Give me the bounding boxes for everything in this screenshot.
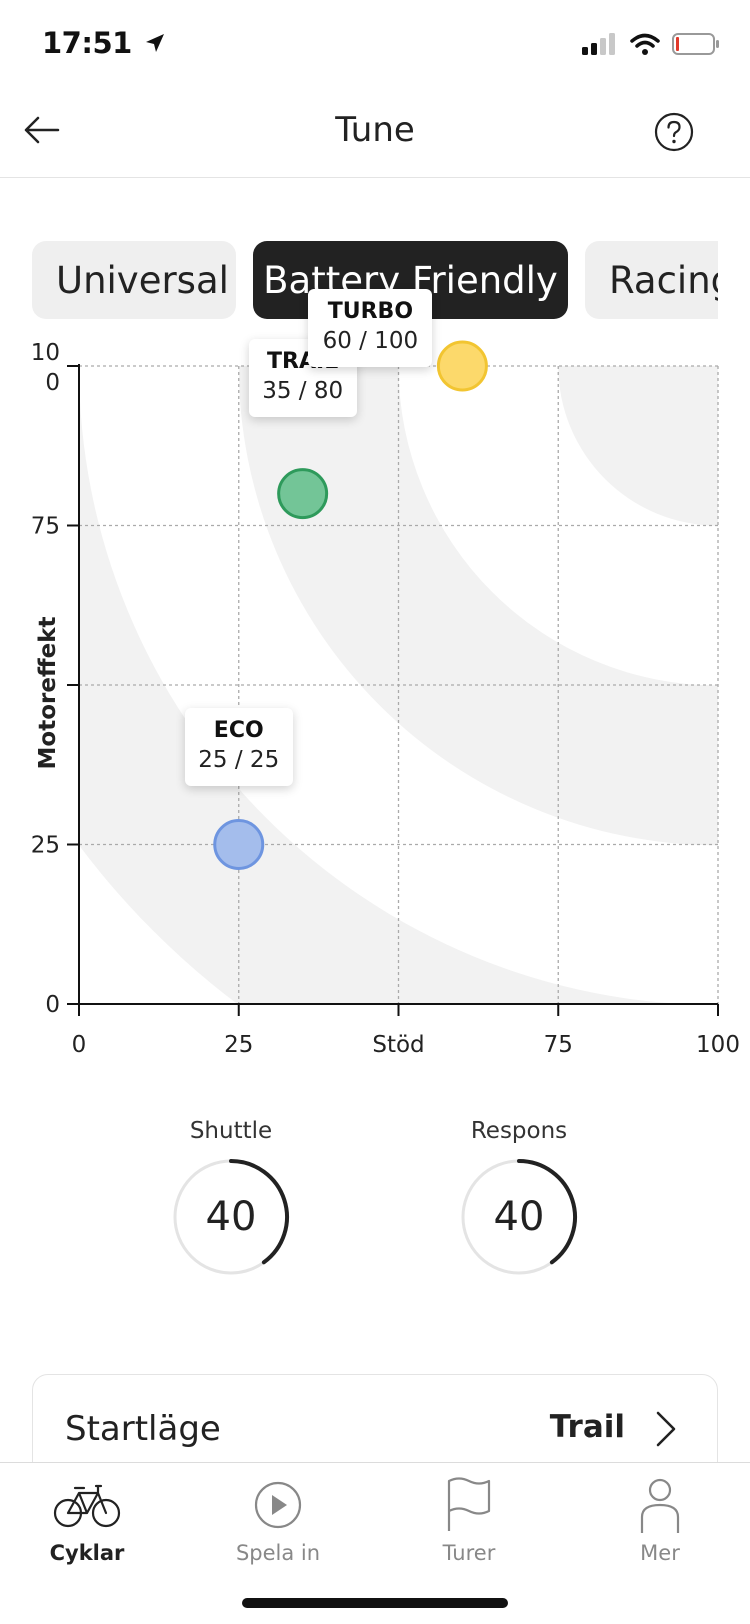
person-icon bbox=[640, 1478, 680, 1533]
tooltip-eco: ECO 25 / 25 bbox=[184, 707, 293, 786]
help-icon[interactable] bbox=[654, 112, 694, 152]
battery-icon bbox=[672, 33, 719, 55]
status-time-text: 17:51 bbox=[42, 26, 132, 60]
tune-chart: 0 25 75 100 Stöd 0 25 75 10 0 Motoreffekt ECO 25 / … bbox=[0, 289, 750, 1070]
tabbar-label-mer: Mer bbox=[640, 1541, 680, 1565]
y-tick-label: 25 bbox=[31, 833, 60, 859]
point-trail bbox=[277, 468, 329, 520]
bike-icon bbox=[53, 1484, 121, 1528]
chart-band-0 bbox=[238, 366, 718, 846]
shuttle-dial-svg bbox=[173, 1159, 289, 1275]
nav-header: Tune bbox=[0, 90, 750, 178]
y-tick-label: 75 bbox=[31, 514, 60, 540]
respons-dial-arc bbox=[517, 1159, 577, 1265]
tab-universal-label: Universal bbox=[56, 258, 229, 302]
status-bar: 17:51 bbox=[0, 0, 750, 90]
play-icon bbox=[254, 1481, 302, 1529]
shuttle-dial-ring[interactable]: 40 bbox=[172, 1158, 290, 1276]
tooltip-turbo: TURBO 60 / 100 bbox=[308, 289, 433, 367]
y-tick-label: 10 bbox=[31, 340, 60, 366]
x-tick-label: 75 bbox=[544, 1032, 573, 1058]
home-indicator bbox=[242, 1598, 508, 1608]
page-title: Tune bbox=[335, 110, 415, 150]
chevron-right-icon bbox=[656, 1411, 676, 1447]
tooltip-name: ECO bbox=[213, 717, 264, 743]
tabbar-label-turer: Turer bbox=[442, 1541, 496, 1565]
y-tick-label: 0 bbox=[45, 370, 60, 396]
tabbar-item-cyklar[interactable]: Cyklar bbox=[12, 1475, 162, 1565]
tabbar-item-turer[interactable]: Turer bbox=[394, 1475, 544, 1565]
tabbar-label-cyklar: Cyklar bbox=[49, 1541, 125, 1565]
tabbar-item-mer[interactable]: Mer bbox=[585, 1475, 735, 1565]
flag-icon bbox=[447, 1477, 491, 1531]
tab-racing[interactable]: Racing bbox=[585, 241, 718, 319]
x-axis-label: Stöd bbox=[372, 1032, 424, 1058]
tooltip-name: TURBO bbox=[327, 299, 414, 324]
x-tick-label: 0 bbox=[72, 1032, 87, 1058]
respons-dial-label: Respons bbox=[470, 1118, 568, 1144]
status-time: 17:51 bbox=[42, 26, 167, 60]
shuttle-dial-arc bbox=[229, 1159, 289, 1265]
y-tick-label: 0 bbox=[45, 992, 60, 1018]
tooltip-value: 35 / 80 bbox=[262, 377, 344, 404]
respons-dial-ring[interactable]: 40 bbox=[460, 1158, 578, 1276]
x-tick-label: 25 bbox=[224, 1032, 253, 1058]
tooltip-value: 25 / 25 bbox=[198, 746, 280, 773]
location-arrow-icon bbox=[146, 34, 165, 52]
shuttle-dial-value: 40 bbox=[205, 1194, 257, 1240]
start-mode-value: Trail bbox=[549, 1409, 625, 1445]
shuttle-dial[interactable]: Shuttle 40 bbox=[156, 1118, 306, 1276]
wifi-icon bbox=[630, 33, 660, 55]
point-turbo bbox=[436, 340, 488, 392]
x-tick-label: 100 bbox=[696, 1032, 740, 1058]
signal-icon bbox=[582, 33, 615, 55]
respons-dial[interactable]: Respons 40 bbox=[444, 1118, 594, 1276]
respons-dial-svg bbox=[461, 1159, 577, 1275]
point-eco bbox=[213, 819, 265, 870]
y-axis-label: Motoreffekt bbox=[35, 617, 61, 770]
tab-racing-label: Racing bbox=[609, 258, 718, 302]
back-arrow-icon[interactable] bbox=[20, 108, 64, 152]
tooltip-value: 60 / 100 bbox=[322, 328, 419, 354]
start-mode-label: Startläge bbox=[65, 1409, 221, 1449]
chart-bands bbox=[79, 366, 718, 1004]
status-icons bbox=[582, 32, 720, 56]
tabbar-item-spela-in[interactable]: Spela in bbox=[203, 1475, 353, 1565]
tab-universal[interactable]: Universal bbox=[32, 241, 236, 319]
shuttle-dial-label: Shuttle bbox=[189, 1118, 273, 1144]
tab-bar: Cyklar Spela in Turer Mer bbox=[0, 1462, 750, 1624]
chart-band-corner bbox=[558, 366, 718, 526]
tabbar-label-spela-in: Spela in bbox=[235, 1541, 321, 1565]
respons-dial-value: 40 bbox=[493, 1194, 545, 1240]
